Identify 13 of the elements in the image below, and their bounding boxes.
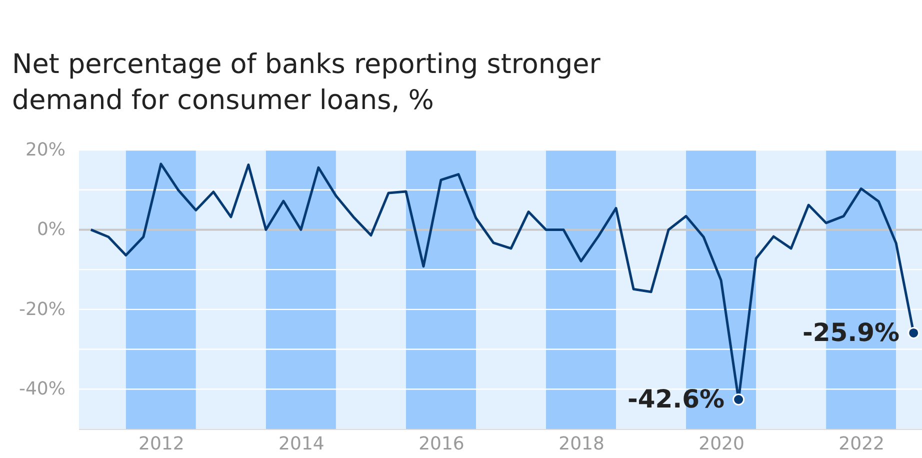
y-tick-label: -40% [18, 378, 66, 400]
chart-title: Net percentage of banks reporting stronger demand for consumer loans, % [12, 49, 602, 116]
x-tick-label: 2014 [278, 434, 324, 454]
y-tick-label: 0% [36, 219, 66, 240]
y-tick-label: -20% [18, 298, 66, 320]
x-tick-label: 2022 [838, 434, 884, 454]
x-tick-label: 2012 [138, 434, 184, 454]
x-tick-label: 2020 [698, 434, 744, 454]
annotation: -42.6% [627, 384, 725, 414]
annotation: -25.9% [802, 318, 900, 347]
x-tick-label: 2018 [558, 434, 604, 454]
y-tick-label: 20% [25, 140, 66, 160]
x-tick-label: 2016 [418, 434, 464, 454]
